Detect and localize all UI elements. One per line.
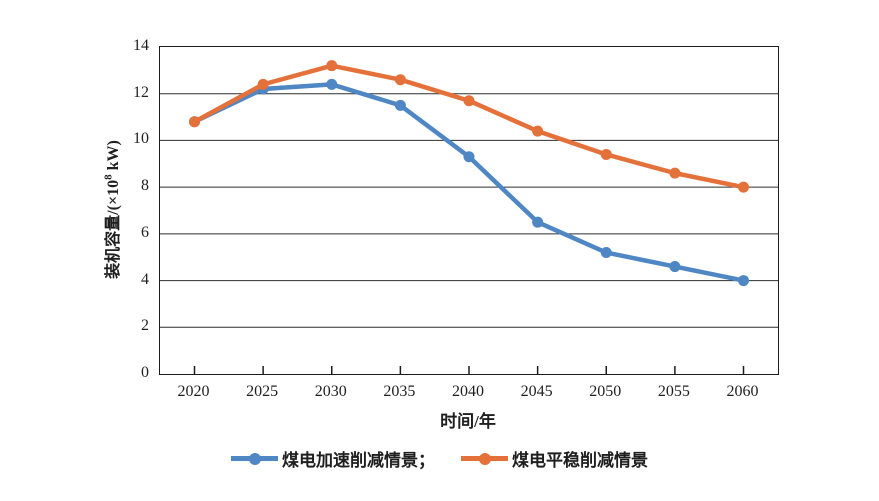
plot-area (159, 46, 779, 375)
y-tick-label: 14 (133, 37, 149, 54)
x-tick-label: 2020 (177, 383, 210, 400)
y-axis-title-suffix: kW) (105, 140, 122, 175)
y-axis-title-superscript: 8 (102, 174, 115, 180)
x-tick-label: 2025 (246, 383, 279, 400)
x-tick-label: 2050 (589, 383, 622, 400)
x-tick-label: 2055 (657, 383, 690, 400)
y-tick-label: 8 (141, 177, 149, 195)
x-tick-label: 2060 (726, 383, 759, 400)
x-axis-title: 时间/年 (440, 412, 496, 431)
x-tick-label: 2040 (452, 383, 484, 400)
y-tick-label: 4 (141, 270, 149, 288)
y-tick-label: 2 (141, 317, 149, 335)
legend-item-accelerated: 煤电加速削减情景； (231, 446, 435, 471)
x-tick-label: 2045 (520, 383, 553, 400)
x-tick-label: 2030 (314, 383, 347, 400)
y-tick-label: 12 (133, 83, 149, 101)
y-tick-label: 6 (141, 223, 149, 241)
y-axis-title: 装机容量/(×108 kW) (99, 46, 122, 373)
legend-item-steady: 煤电平稳削减情景 (461, 446, 648, 471)
y-tick-label: 10 (133, 130, 149, 148)
y-axis-title-main: 装机容量/(×10 (105, 179, 122, 279)
x-tick-label: 2035 (383, 383, 416, 400)
legend-dot-orange (478, 452, 491, 465)
legend-dot-blue (248, 452, 261, 465)
y-tick-label: 0 (141, 364, 149, 381)
legend-label-steady: 煤电平稳削减情景 (512, 451, 648, 470)
legend-line-marker-blue (231, 452, 278, 465)
legend-label-accelerated: 煤电加速削减情景； (282, 451, 435, 470)
line-chart (160, 60, 778, 374)
legend: 煤电加速削减情景； 煤电平稳削减情景 (0, 446, 879, 471)
legend-line-marker-orange (461, 452, 508, 465)
